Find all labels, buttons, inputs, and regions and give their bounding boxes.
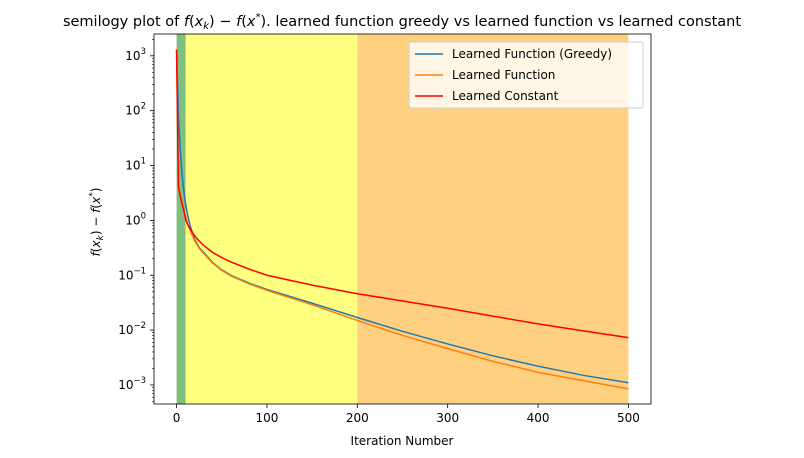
x-tick-label: 200 bbox=[346, 411, 369, 425]
series-lines bbox=[175, 49, 629, 390]
x-tick-label: 400 bbox=[527, 411, 550, 425]
x-tick-label: 500 bbox=[617, 411, 640, 425]
y-tick-label: 10−2 bbox=[118, 321, 146, 337]
y-tick-label: 10−3 bbox=[118, 376, 146, 392]
legend-box bbox=[408, 41, 644, 109]
y-tick-label: 100 bbox=[125, 211, 146, 227]
shaded-region-1 bbox=[185, 34, 358, 404]
legend-label-learned-constant: Learned Constant bbox=[452, 89, 559, 103]
y-axis-label: f(xk) − f(x*) bbox=[88, 188, 106, 257]
y-tick-label: 10−1 bbox=[118, 266, 146, 282]
shaded-region-0 bbox=[176, 34, 186, 404]
legend-label-learned-function: Learned Function bbox=[452, 68, 555, 82]
axis-ticks: 0 100 200 300 400 500 10−3 10−2 10−1 100 101 102 103 bbox=[118, 39, 640, 425]
x-axis-label: Iteration Number bbox=[351, 434, 454, 448]
legend: Learned Function (Greedy) Learned Functi… bbox=[408, 41, 644, 109]
x-tick-label: 300 bbox=[436, 411, 459, 425]
x-tick-label: 0 bbox=[173, 411, 181, 425]
y-tick-label: 103 bbox=[125, 47, 146, 63]
y-tick-label: 102 bbox=[125, 102, 146, 118]
y-tick-label: 101 bbox=[125, 157, 146, 173]
chart-title: semilogy plot of f(xk) − f(x*). learned … bbox=[63, 12, 741, 32]
plot-frame bbox=[153, 33, 652, 405]
x-tick-label: 100 bbox=[256, 411, 279, 425]
series-line-learned-constant bbox=[175, 49, 629, 339]
legend-label-greedy: Learned Function (Greedy) bbox=[452, 47, 612, 61]
